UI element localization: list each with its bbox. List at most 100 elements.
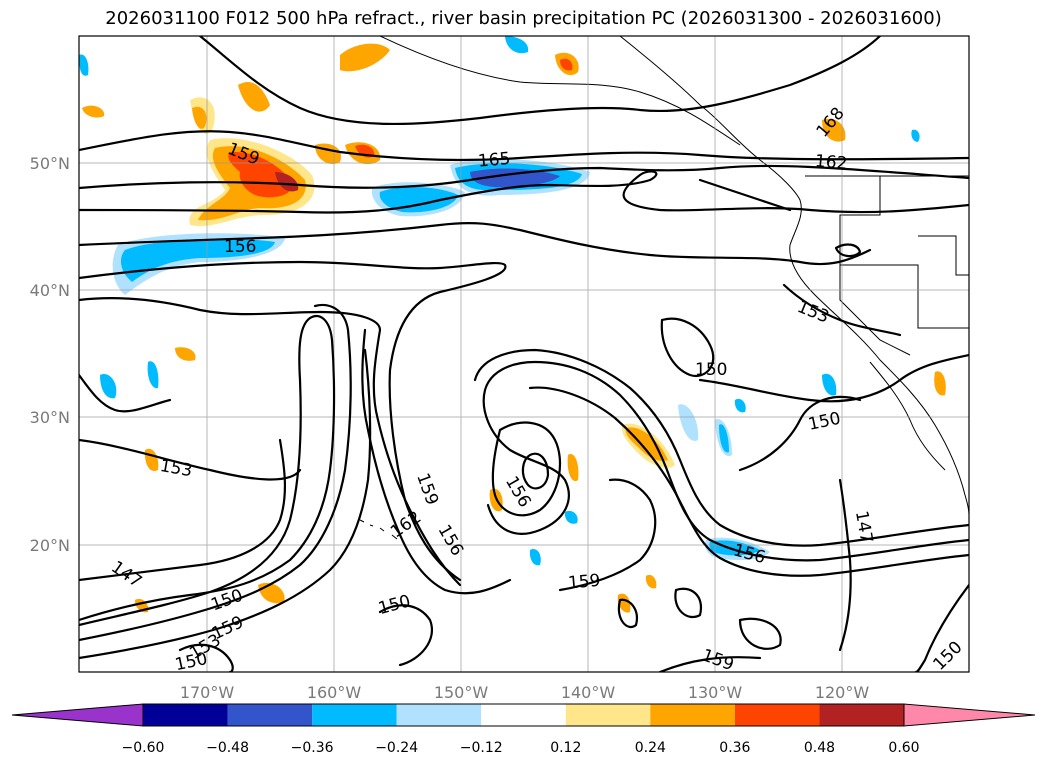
colorbar-segment [312,704,397,726]
lon-tick-label: 120°W [815,683,870,702]
negative-anomaly-area [911,129,920,142]
colorbar-segment [481,704,566,726]
map-title: 2026031100 F012 500 hPa refract., river … [105,8,942,29]
positive-anomaly-area [238,81,270,112]
colorbar-segment [143,704,228,726]
colorbar-extend-low [11,703,144,727]
contour-line [79,438,302,481]
contour-line [378,604,433,667]
contour-line [914,583,969,672]
contour-line [674,587,703,618]
positive-anomaly-area [617,593,631,613]
contour-line [361,328,512,595]
refractivity-contours [79,36,969,672]
colorbar-segment [565,704,651,726]
contour-line [834,243,862,258]
contour-line [178,643,234,672]
colorbar-tick-label: 0.36 [719,740,750,756]
positive-anomaly-area [822,118,846,142]
colorbar-segment [396,704,482,726]
contour-line [738,395,862,472]
negative-anomaly-area [719,424,729,453]
colorbar-tick-label: 0.48 [804,740,835,756]
contour-line [79,164,969,190]
lon-tick-label: 170°W [180,683,235,702]
colorbar-segment [650,704,735,726]
negative-anomaly-area [529,549,541,566]
contour-line [838,478,852,652]
contour-line [617,598,638,628]
state-border [918,235,969,276]
state-border [839,265,911,356]
contour-line [79,348,372,660]
negative-anomaly-area [379,186,458,213]
map-border [78,35,970,673]
negative-anomaly-area [505,36,529,54]
colorbar-tick-label: −0.60 [122,740,165,756]
baja-california-coastline [869,361,946,471]
contour-line [521,452,550,490]
colorbar-tick-label: −0.48 [206,740,249,756]
colorbar: −0.60 −0.48 −0.36 −0.24 −0.12 0.12 0.24 0.36 0.4… [11,703,1036,756]
contour-line [482,360,969,562]
contour-label: 156 [224,237,256,257]
contour-line [79,373,172,413]
alaska-coastline [379,36,741,146]
contour-line [738,617,782,650]
contour-line [528,386,969,577]
negative-anomaly-area [470,168,560,188]
lon-tick-label: 160°W [307,683,362,702]
positive-anomaly-area [82,105,105,118]
contour-line [558,478,657,592]
negative-anomaly-area [100,374,117,399]
contour-line [473,348,969,547]
state-border [839,176,969,329]
longitude-labels: 170°W 160°W 150°W 140°W 130°W 120°W [180,683,870,702]
lat-tick-label: 30°N [30,408,70,427]
contour-line [79,222,872,266]
contour-line [698,353,969,403]
colorbar-tick-label: −0.36 [291,740,334,756]
contour-line [79,296,462,587]
contour-line [658,656,762,672]
lon-tick-label: 130°W [688,683,743,702]
contour-line [698,178,792,212]
positive-anomaly-area [560,58,573,71]
contour-line [79,314,336,627]
colorbar-outline [142,703,905,727]
positive-anomaly-area [355,144,375,158]
contour-line [79,260,507,582]
contour-line [79,130,969,162]
negative-anomaly-area [822,373,837,396]
colorbar-tick-label: −0.12 [460,740,503,756]
negative-anomaly-area [79,54,89,76]
contour-label: 150 [695,360,727,380]
positive-anomaly-area [934,371,946,396]
lat-tick-label: 50°N [30,154,70,173]
lon-tick-label: 140°W [561,683,616,702]
negative-anomaly-area [120,238,275,282]
contour-label: 159 [567,571,601,594]
contour-line [782,283,902,337]
latitude-labels: 50°N 40°N 30°N 20°N [30,154,70,555]
colorbar-tick-label: 0.24 [635,740,666,756]
negative-anomaly-area [734,398,746,413]
colorbar-segment [819,704,904,726]
colorbar-tick-label: −0.24 [375,740,418,756]
negative-anomaly-area [678,404,699,441]
hawaiian-islands [359,519,398,540]
contour-line [79,438,286,582]
contour-line [491,421,562,517]
colorbar-segment [227,704,313,726]
positive-anomaly-area [175,347,196,361]
colorbar-tick-label: 0.60 [888,740,919,756]
lat-tick-label: 40°N [30,281,70,300]
contour-line [660,317,715,378]
colorbar-extend-high [903,703,1036,727]
positive-anomaly-area [340,43,390,72]
colorbar-tick-label: 0.12 [550,740,581,756]
positive-anomaly-area [275,172,299,192]
contour-label: 165 [477,149,511,172]
contour-label: 162 [814,151,848,174]
